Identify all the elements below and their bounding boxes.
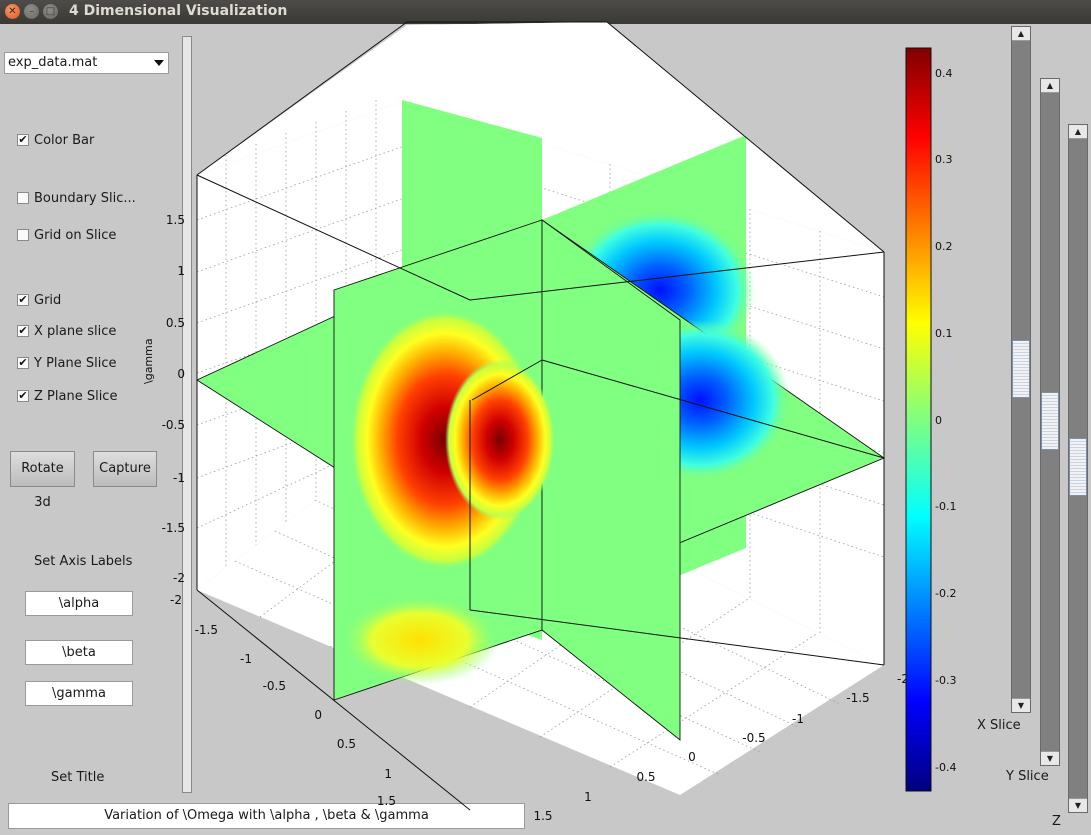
y-axis-label-input[interactable]: \beta bbox=[25, 640, 133, 665]
colorbar-tick-label: -0.2 bbox=[935, 587, 956, 600]
z-tick-label: 1 bbox=[177, 264, 185, 278]
axis-labels-heading: Set Axis Labels bbox=[34, 554, 133, 569]
colorbar-tick-label: 0.1 bbox=[935, 327, 953, 340]
y-tick-label: -0.5 bbox=[742, 731, 765, 745]
panel-divider-scrollbar[interactable] bbox=[182, 36, 192, 793]
axes-back-face bbox=[407, 22, 884, 252]
dataset-select-value: exp_data.mat bbox=[8, 55, 98, 70]
y-slice-label: Y Slice bbox=[1006, 769, 1049, 784]
x-tick-label: -0.5 bbox=[263, 679, 286, 693]
scroll-up-icon[interactable]: ▲ bbox=[1069, 125, 1087, 139]
title-input[interactable]: Variation of \Omega with \alpha , \beta … bbox=[8, 803, 525, 829]
x-tick-label: 1.5 bbox=[377, 794, 396, 808]
checkbox-y-plane-slice[interactable]: ✔ Y Plane Slice bbox=[17, 355, 116, 371]
checkbox-icon bbox=[17, 229, 29, 241]
colorbar-tick-label: -0.1 bbox=[935, 500, 956, 513]
x-axis-label-input[interactable]: \alpha bbox=[25, 591, 133, 616]
window-title: 4 Dimensional Visualization bbox=[69, 3, 288, 19]
scroll-up-icon[interactable]: ▲ bbox=[1012, 27, 1030, 41]
y-slice-slider-thumb[interactable] bbox=[1041, 392, 1059, 450]
checkbox-icon: ✔ bbox=[17, 324, 29, 337]
x-slice-slider[interactable]: ▲ ▼ bbox=[1011, 26, 1031, 713]
colorbar-tick-label: 0.2 bbox=[935, 240, 953, 253]
rotate-3d-button[interactable]: Rotate 3d bbox=[10, 451, 75, 510]
y-tick-label: 0.5 bbox=[636, 770, 655, 784]
checkbox-x-plane-slice[interactable]: ✔ X plane slice bbox=[17, 323, 116, 339]
z-tick-label: -0.5 bbox=[162, 418, 185, 432]
colorbar-tick-labels: 0.4 0.3 0.2 0.1 0 -0.1 -0.2 -0.3 -0.4 bbox=[935, 67, 956, 774]
z-tick-label: -1 bbox=[173, 471, 185, 485]
checkbox-color-bar[interactable]: ✔ Color Bar bbox=[17, 132, 94, 148]
axes-box-edges bbox=[196, 21, 885, 811]
colorbar-tick-label: -0.3 bbox=[935, 674, 956, 687]
warm-region-bottom bbox=[340, 595, 500, 685]
scroll-up-icon[interactable]: ▲ bbox=[1041, 79, 1059, 93]
checkbox-icon: ✔ bbox=[17, 389, 29, 402]
checkbox-icon bbox=[17, 192, 29, 204]
x-slice-label: X Slice bbox=[977, 718, 1021, 733]
x-tick-label: -1 bbox=[240, 652, 252, 666]
z-tick-label: -2 bbox=[173, 571, 185, 585]
checkbox-icon: ✔ bbox=[17, 133, 29, 146]
checkbox-label: Grid bbox=[34, 292, 62, 308]
colorbar-tick-label: 0.3 bbox=[935, 153, 953, 166]
y-tick-labels: -2 -1.5 -1 -0.5 0 0.5 1 1.5 bbox=[533, 672, 909, 823]
slice-plot[interactable]: \gamma -2 -1.5 -1 -0.5 0 0.5 1 1.5 -2 -1… bbox=[0, 0, 1000, 835]
y-tick-label: 1 bbox=[584, 790, 592, 804]
checkbox-label: Y Plane Slice bbox=[34, 355, 117, 371]
x-tick-label: -2 bbox=[170, 593, 182, 607]
scroll-down-icon[interactable]: ▼ bbox=[1012, 698, 1030, 712]
z-axis-label-input[interactable]: \gamma bbox=[25, 681, 133, 706]
z-tick-labels: -2 -1.5 -1 -0.5 0 0.5 1 1.5 bbox=[162, 213, 185, 585]
y-slice-front bbox=[541, 219, 681, 741]
z-tick-label: 1.5 bbox=[166, 213, 185, 227]
scroll-down-icon[interactable]: ▼ bbox=[1069, 798, 1087, 812]
chevron-down-icon bbox=[154, 60, 164, 66]
checkbox-icon: ✔ bbox=[17, 356, 29, 369]
scroll-down-icon[interactable]: ▼ bbox=[1041, 751, 1059, 765]
checkbox-icon: ✔ bbox=[17, 293, 29, 306]
z-tick-label: 0.5 bbox=[166, 316, 185, 330]
x-slice-slider-thumb[interactable] bbox=[1012, 340, 1030, 398]
title-heading: Set Title bbox=[51, 770, 105, 785]
x-tick-label: -1.5 bbox=[195, 623, 218, 637]
z-slice-slider[interactable]: ▲ ▼ bbox=[1068, 124, 1088, 813]
z-slice-label: Z bbox=[1052, 814, 1061, 829]
z-tick-label: 0 bbox=[177, 367, 185, 381]
checkbox-label: X plane slice bbox=[34, 323, 117, 339]
checkbox-label: Boundary Slic... bbox=[34, 190, 136, 206]
x-tick-labels: -2 -1.5 -1 -0.5 0 0.5 1 1.5 bbox=[170, 593, 396, 808]
z-axis-label: \gamma bbox=[142, 338, 155, 384]
colorbar-tick-label: 0 bbox=[935, 414, 942, 427]
minimize-icon[interactable]: – bbox=[24, 4, 39, 19]
colorbar bbox=[905, 47, 932, 792]
x-tick-label: 0.5 bbox=[337, 737, 356, 751]
x-tick-label: 1 bbox=[384, 767, 392, 781]
capture-button[interactable]: Capture bbox=[93, 451, 157, 487]
y-slice-slider[interactable]: ▲ ▼ bbox=[1040, 78, 1060, 766]
x-tick-label: 0 bbox=[314, 708, 322, 722]
checkbox-label: Grid on Slice bbox=[34, 227, 117, 243]
checkbox-label: Z Plane Slice bbox=[34, 388, 118, 404]
z-tick-label: -1.5 bbox=[162, 521, 185, 535]
checkbox-grid[interactable]: ✔ Grid bbox=[17, 292, 61, 308]
checkbox-z-plane-slice[interactable]: ✔ Z Plane Slice bbox=[17, 388, 117, 404]
maximize-icon[interactable]: □ bbox=[43, 4, 58, 19]
checkbox-label: Color Bar bbox=[34, 132, 95, 148]
close-icon[interactable]: ✕ bbox=[5, 4, 20, 19]
y-tick-label: -1.5 bbox=[846, 691, 869, 705]
z-slice-slider-thumb[interactable] bbox=[1069, 438, 1087, 496]
y-tick-label: 1.5 bbox=[533, 809, 552, 823]
y-tick-label: -2 bbox=[897, 672, 909, 686]
y-tick-label: -1 bbox=[792, 712, 804, 726]
colorbar-tick-label: -0.4 bbox=[935, 761, 956, 774]
checkbox-grid-on-slice[interactable]: Grid on Slice bbox=[17, 227, 116, 243]
checkbox-boundary-slice[interactable]: Boundary Slic... bbox=[17, 190, 136, 206]
y-tick-label: 0 bbox=[688, 750, 696, 764]
dataset-select[interactable]: exp_data.mat bbox=[4, 52, 169, 74]
colorbar-tick-label: 0.4 bbox=[935, 67, 953, 80]
window-titlebar: ✕ – □ 4 Dimensional Visualization bbox=[0, 0, 1091, 24]
